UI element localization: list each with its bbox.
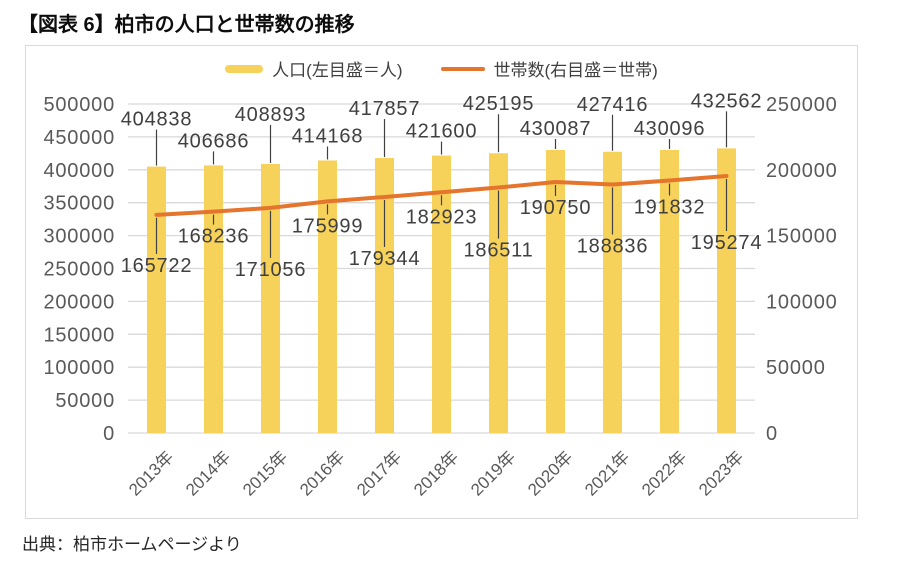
households-swatch-icon — [440, 66, 485, 71]
bar-2022年 — [660, 149, 679, 433]
left-axis-tick-label: 0 — [103, 423, 115, 445]
households-data-label: 165722 — [121, 255, 193, 277]
households-data-label: 186511 — [463, 240, 533, 262]
population-data-label: 421600 — [406, 121, 478, 143]
left-axis-tick-label: 500000 — [43, 94, 115, 116]
combo-chart: 5000004500004000003500003000002500002000… — [43, 90, 838, 499]
households-line — [154, 174, 729, 217]
population-data-label: 425195 — [463, 93, 535, 115]
x-axis-label: 2013年 — [125, 447, 177, 499]
bar-2021年 — [603, 151, 622, 434]
legend-item-population: 人口(左目盛＝人) — [225, 56, 403, 81]
left-axis-tick-label: 350000 — [43, 193, 115, 215]
bar-2017年 — [375, 158, 394, 433]
population-data-label: 408893 — [235, 104, 307, 126]
population-data-label: 427416 — [577, 94, 649, 116]
bar-2016年 — [318, 160, 337, 433]
legend-population-label: 人口(左目盛＝人) — [272, 61, 403, 80]
chart-area: 人口(左目盛＝人) 世帯数(右目盛＝世帯) 500000 450000 400000… — [25, 45, 858, 519]
left-axis-tick-label: 450000 — [43, 127, 115, 149]
legend-item-households: 世帯数(右目盛＝世帯) — [440, 56, 658, 81]
page-title: 【図表 6】柏市の人口と世帯数の推移 — [18, 14, 355, 36]
right-axis-tick-label: 0 — [766, 423, 778, 445]
legend-households-label: 世帯数(右目盛＝世帯) — [493, 61, 658, 80]
bar-2015年 — [261, 163, 280, 433]
left-axis-tick-label: 200000 — [43, 291, 115, 313]
bar-2013年 — [147, 166, 166, 434]
x-axis-label: 2021年 — [581, 447, 633, 499]
right-axis-tick-label: 100000 — [766, 291, 838, 313]
left-axis-tick-label: 300000 — [43, 226, 115, 248]
population-swatch-icon — [225, 64, 264, 73]
households-data-label: 195274 — [691, 232, 763, 254]
households-data-label: 188836 — [577, 235, 649, 257]
left-axis-tick-label: 250000 — [43, 259, 115, 281]
population-data-label: 432562 — [691, 90, 763, 112]
x-axis-label: 2019年 — [467, 447, 519, 499]
right-axis-tick-label: 50000 — [766, 357, 826, 379]
x-axis-label: 2018年 — [410, 447, 462, 499]
x-axis-label: 2014年 — [182, 447, 234, 499]
left-axis-tick-label: 400000 — [43, 160, 115, 182]
left-axis-tick-label: 100000 — [43, 357, 115, 379]
population-data-label: 430096 — [634, 118, 706, 140]
right-axis-tick-label: 200000 — [766, 160, 838, 182]
x-axis-label: 2023年 — [695, 447, 747, 499]
bar-2020年 — [546, 150, 565, 433]
x-axis-label: 2015年 — [239, 447, 291, 499]
households-data-label: 190750 — [520, 197, 592, 219]
households-data-label: 171056 — [235, 259, 307, 281]
source-note: 出典：柏市ホームページより — [22, 535, 242, 554]
population-data-label: 430087 — [520, 118, 592, 140]
households-data-label: 168236 — [178, 226, 250, 248]
x-axis-label: 2020年 — [524, 447, 576, 499]
x-axis-label: 2017年 — [353, 447, 405, 499]
right-axis-tick-label: 250000 — [766, 94, 838, 116]
chart-legend: 人口(左目盛＝人) 世帯数(右目盛＝世帯) — [26, 56, 857, 81]
right-axis-tick-label: 150000 — [766, 226, 838, 248]
households-data-label: 191832 — [634, 197, 706, 219]
bar-2023年 — [717, 148, 736, 433]
population-data-label: 414168 — [292, 125, 364, 147]
left-axis-tick-label: 150000 — [43, 324, 115, 346]
households-data-label: 179344 — [349, 248, 421, 270]
x-axis-label: 2022年 — [638, 447, 690, 499]
population-data-label: 406686 — [178, 130, 250, 152]
bar-2014年 — [204, 165, 223, 433]
households-data-label: 182923 — [406, 206, 478, 228]
population-data-label: 404838 — [121, 109, 193, 131]
left-axis-tick-label: 50000 — [55, 390, 115, 412]
households-data-label: 175999 — [292, 215, 364, 237]
x-axis-label: 2016年 — [296, 447, 348, 499]
bar-2019年 — [489, 153, 508, 433]
population-data-label: 417857 — [349, 98, 421, 120]
bar-2018年 — [432, 155, 451, 433]
